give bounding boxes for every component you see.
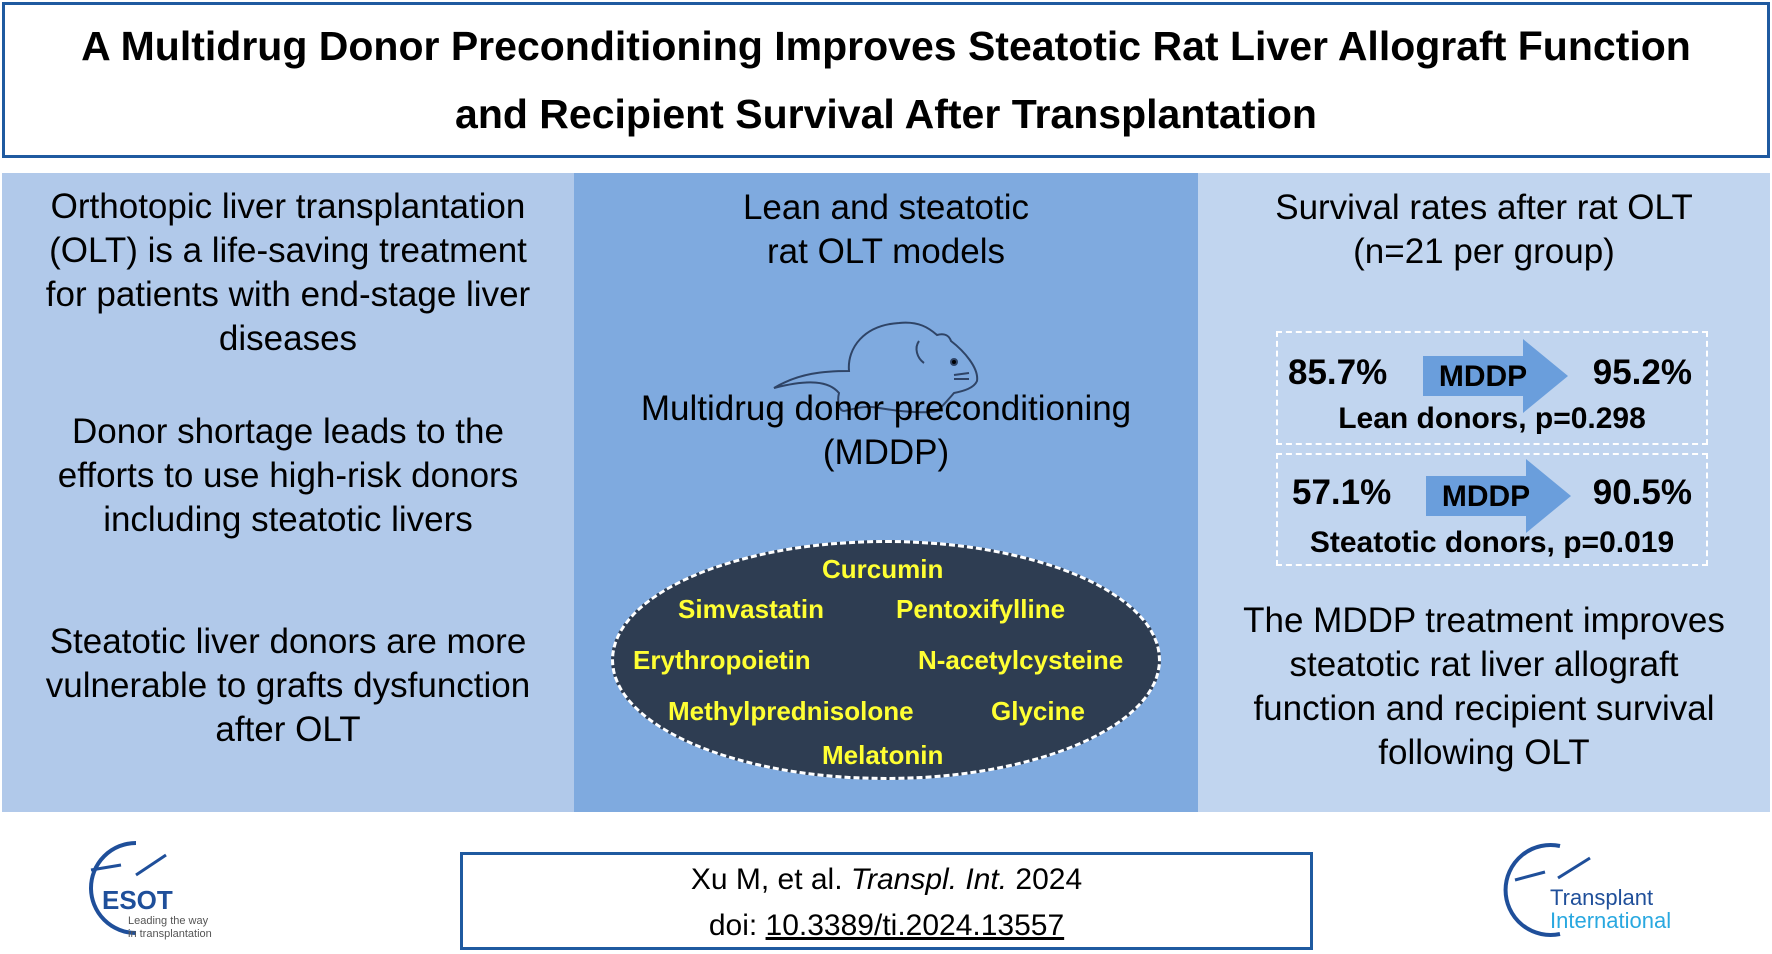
text-line: (MDDP) <box>822 433 950 472</box>
text-line: efforts to use high-risk donors <box>57 456 519 495</box>
text-line: function and recipient survival <box>1253 689 1715 728</box>
drug-melatonin: Melatonin <box>822 740 944 770</box>
text-line: International <box>1550 908 1672 933</box>
models-heading: Lean and steatotic rat OLT models <box>574 186 1198 274</box>
ti-wordmark: Transplant International <box>1550 886 1671 932</box>
text-line: Survival rates after rat OLT <box>1275 188 1693 227</box>
drug-erythropoietin: Erythropoietin <box>633 645 811 675</box>
hands-circle-icon <box>89 841 167 935</box>
survival-heading: Survival rates after rat OLT (n=21 per g… <box>1198 186 1770 274</box>
esot-wordmark: ESOT <box>102 885 173 915</box>
text-line: following OLT <box>1378 733 1590 772</box>
conclusion-text: The MDDP treatment improves steatotic ra… <box>1198 599 1770 775</box>
text-line: after OLT <box>215 710 361 749</box>
lean-caption: Lean donors, p=0.298 <box>1338 402 1646 435</box>
mddp-arrow: MDDP <box>1426 459 1576 533</box>
text-line: vulnerable to grafts dysfunction <box>45 666 531 705</box>
esot-tagline: Leading the way in transplantation <box>128 915 212 941</box>
drug-simvastatin: Simvastatin <box>678 594 824 624</box>
drug-glycine: Glycine <box>991 696 1085 726</box>
lean-donors-box: 85.7% MDDP 95.2% Lean donors, p=0.298 <box>1276 331 1708 445</box>
rat-icon <box>773 321 979 414</box>
title-box: A Multidrug Donor Preconditioning Improv… <box>2 2 1770 158</box>
year: 2024 <box>1007 863 1083 896</box>
steatotic-before-rate: 57.1% <box>1292 473 1392 512</box>
arrow-label: MDDP <box>1438 360 1528 393</box>
results-panel: Survival rates after rat OLT (n=21 per g… <box>1198 173 1770 812</box>
arrow-label: MDDP <box>1441 480 1531 513</box>
background-panel: Orthotopic liver transplantation (OLT) i… <box>2 173 574 812</box>
title-line-1: A Multidrug Donor Preconditioning Improv… <box>81 23 1691 69</box>
drug-pentoxifylline: Pentoxifylline <box>896 594 1066 624</box>
drug-methylprednisolone: Methylprednisolone <box>668 696 914 726</box>
mddp-arrow: MDDP <box>1423 339 1573 413</box>
drug-n-acetylcysteine: N-acetylcysteine <box>918 645 1124 675</box>
arrow-right-icon <box>1423 339 1568 413</box>
text-line: (OLT) is a life-saving treatment <box>49 231 527 270</box>
authors: Xu M, et al. <box>690 863 851 896</box>
text-line: Donor shortage leads to the <box>72 412 504 451</box>
esot-logo: ESOT Leading the way in transplantation <box>76 835 236 945</box>
mddp-heading: Multidrug donor preconditioning (MDDP) <box>574 387 1198 475</box>
steatotic-donors-box: 57.1% MDDP 90.5% Steatotic donors, p=0.0… <box>1276 453 1708 566</box>
text-line: Transplant <box>1550 885 1654 910</box>
doi-label: doi: <box>708 909 766 942</box>
text-line: Lean and steatotic <box>742 188 1030 227</box>
methods-panel: Lean and steatotic rat OLT models Multid… <box>574 173 1198 812</box>
text-line: Multidrug donor preconditioning <box>640 389 1132 428</box>
lean-after-rate: 95.2% <box>1592 353 1692 392</box>
text-line: The MDDP treatment improves <box>1243 601 1725 640</box>
hands-circle-icon <box>1503 843 1591 937</box>
text-line: diseases <box>218 319 358 358</box>
journal: Transpl. Int. <box>850 863 1008 896</box>
steatotic-caption: Steatotic donors, p=0.019 <box>1309 526 1675 559</box>
drug-curcumin: Curcumin <box>822 554 944 584</box>
text-line: for patients with end-stage liver <box>45 275 531 314</box>
doi-link[interactable]: 10.3389/ti.2024.13557 <box>765 909 1065 942</box>
transplant-international-logo: Transplant International <box>1500 840 1720 940</box>
text-line: rat OLT models <box>767 232 1005 271</box>
lean-before-rate: 85.7% <box>1288 353 1388 392</box>
citation-doi: doi: 10.3389/ti.2024.13557 <box>463 903 1310 949</box>
citation-reference: Xu M, et al. Transpl. Int. 2024 <box>463 857 1310 903</box>
arrow-right-icon <box>1426 459 1571 533</box>
drug-ellipse <box>611 540 1161 780</box>
text-line: in transplantation <box>128 928 212 940</box>
text-line: steatotic rat liver allograft <box>1289 645 1679 684</box>
text-line: Leading the way <box>128 915 209 927</box>
text-line: Orthotopic liver transplantation <box>50 187 526 226</box>
steatotic-after-rate: 90.5% <box>1592 473 1692 512</box>
olt-intro-text: Orthotopic liver transplantation (OLT) i… <box>2 185 574 361</box>
text-line: including steatotic livers <box>103 500 473 539</box>
steatotic-vulnerability-text: Steatotic liver donors are more vulnerab… <box>2 620 574 752</box>
text-line: Steatotic liver donors are more <box>49 622 527 661</box>
donor-shortage-text: Donor shortage leads to the efforts to u… <box>2 410 574 542</box>
text-line: (n=21 per group) <box>1353 232 1615 271</box>
title-line-2: and Recipient Survival After Transplanta… <box>455 91 1317 137</box>
citation-box: Xu M, et al. Transpl. Int. 2024 doi: 10.… <box>460 852 1313 950</box>
